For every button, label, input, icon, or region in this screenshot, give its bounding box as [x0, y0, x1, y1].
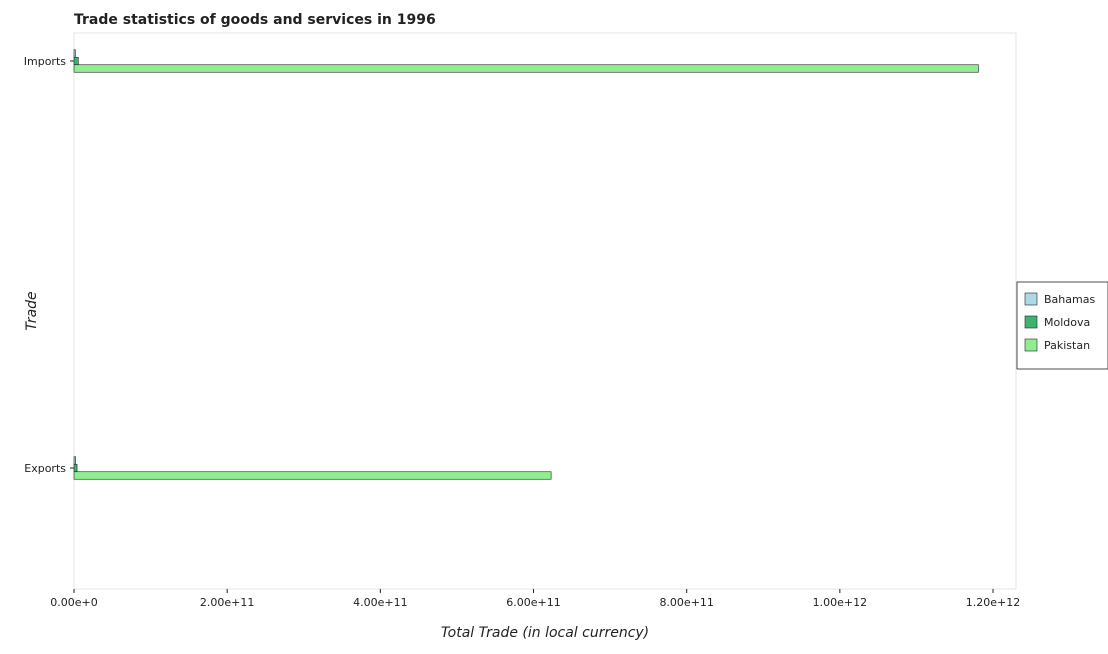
x-tick-label: 0.00e+0 — [50, 596, 97, 609]
bar-exports-moldova — [73, 463, 78, 473]
bar-imports-moldova — [73, 56, 79, 66]
bar-exports-bahamas — [73, 456, 76, 465]
y-tick-label: Exports — [24, 462, 66, 475]
bar-exports-pakistan — [73, 471, 552, 480]
bar-imports-pakistan — [73, 64, 979, 73]
legend-label-moldova: Moldova — [1044, 316, 1090, 329]
legend-label-bahamas: Bahamas — [1044, 293, 1095, 306]
legend-label-pakistan: Pakistan — [1044, 339, 1090, 352]
legend-swatch-bahamas — [1024, 292, 1038, 306]
legend-swatch-pakistan — [1024, 338, 1038, 352]
x-tick-label: 6.00e+11 — [506, 596, 560, 609]
x-tick-label: 1.20e+12 — [966, 596, 1020, 609]
x-tick-label: 4.00e+11 — [353, 596, 407, 609]
x-tick-label: 1.00e+12 — [813, 596, 867, 609]
x-tick-label: 2.00e+11 — [200, 596, 254, 609]
y-tick-label: Imports — [24, 55, 67, 68]
x-tick-label: 8.00e+11 — [659, 596, 713, 609]
y-axis-label: Trade — [24, 291, 40, 330]
bar-imports-bahamas — [73, 49, 76, 58]
legend: Bahamas Moldova Pakistan — [1016, 281, 1108, 370]
x-axis-label: Total Trade (in local currency) — [441, 625, 649, 641]
legend-swatch-moldova — [1024, 315, 1038, 329]
chart-title: Trade statistics of goods and services i… — [74, 12, 436, 28]
plot-area — [73, 32, 1017, 590]
